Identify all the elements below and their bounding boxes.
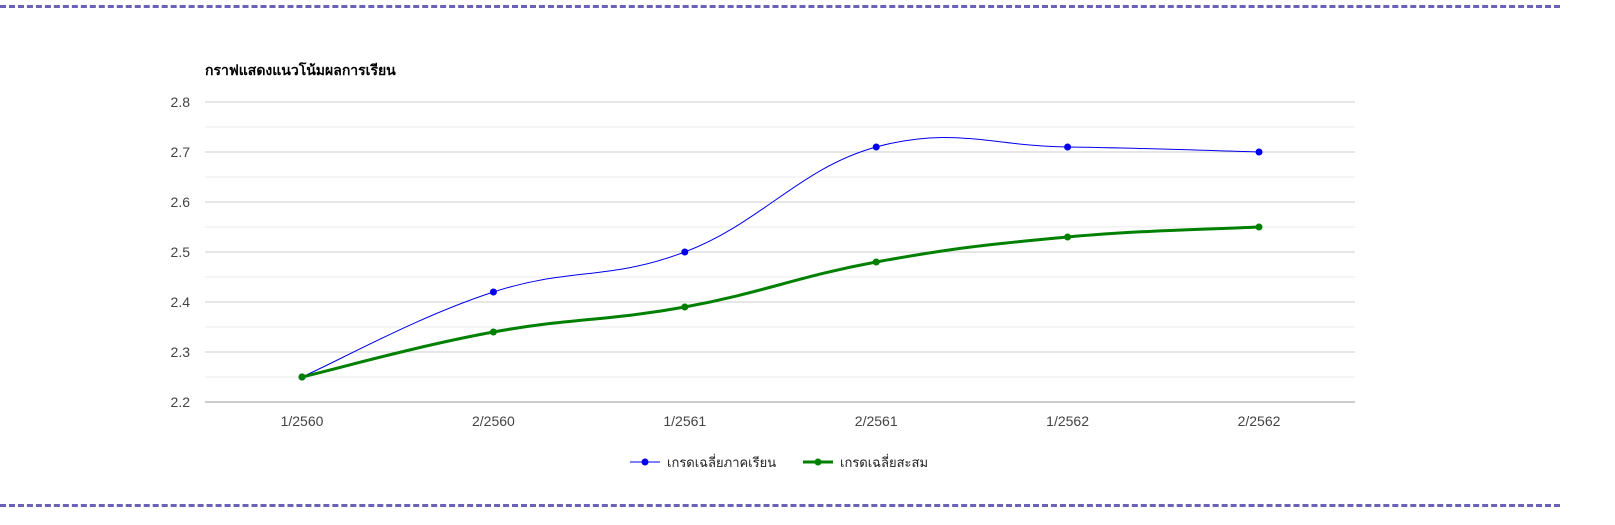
y-tick-label: 2.2	[171, 394, 191, 410]
x-tick-label: 1/2561	[663, 413, 706, 429]
data-point	[1255, 148, 1263, 156]
data-point	[489, 288, 497, 296]
y-tick-label: 2.7	[171, 144, 191, 160]
legend-item[interactable]: เกรดเฉลี่ยภาคเรียน	[630, 454, 776, 471]
data-point	[872, 143, 880, 151]
legend-marker	[814, 458, 822, 466]
x-tick-label: 1/2560	[281, 413, 324, 429]
data-point	[681, 303, 689, 311]
x-tick-label: 2/2562	[1238, 413, 1281, 429]
chart-legend[interactable]: เกรดเฉลี่ยภาคเรียน เกรดเฉลี่ยสะสม	[630, 454, 928, 471]
chart-series	[298, 136, 1263, 381]
series-line	[301, 225, 1260, 379]
data-point	[1064, 143, 1072, 151]
data-point	[1064, 233, 1072, 241]
x-axis-ticks: 1/2560 2/2560 1/2561 2/2561 1/2562 2/2562	[281, 413, 1281, 429]
bottom-dashed-border	[0, 504, 1560, 507]
data-point	[489, 328, 497, 336]
data-point	[681, 248, 689, 256]
series-2	[298, 223, 1263, 381]
y-tick-label: 2.8	[171, 94, 191, 110]
series-1	[298, 136, 1263, 381]
x-tick-label: 2/2560	[472, 413, 515, 429]
data-point	[298, 373, 306, 381]
x-tick-label: 2/2561	[855, 413, 898, 429]
data-point	[1255, 223, 1263, 231]
legend-item[interactable]: เกรดเฉลี่ยสะสม	[803, 454, 928, 471]
legend-label: เกรดเฉลี่ยภาคเรียน	[667, 454, 776, 471]
y-axis-ticks: 2.2 2.3 2.4 2.5 2.6 2.7 2.8	[171, 94, 191, 410]
series-line	[301, 136, 1260, 378]
legend-marker	[641, 458, 649, 466]
data-point	[872, 258, 880, 266]
y-tick-label: 2.3	[171, 344, 191, 360]
x-tick-label: 1/2562	[1046, 413, 1089, 429]
y-tick-label: 2.5	[171, 244, 191, 260]
y-tick-label: 2.6	[171, 194, 191, 210]
chart-title: กราฟแสดงแนวโน้มผลการเรียน	[205, 61, 396, 79]
legend-label: เกรดเฉลี่ยสะสม	[840, 454, 928, 471]
y-tick-label: 2.4	[171, 294, 191, 310]
chart-grid	[205, 101, 1355, 403]
top-dashed-border	[0, 5, 1560, 8]
